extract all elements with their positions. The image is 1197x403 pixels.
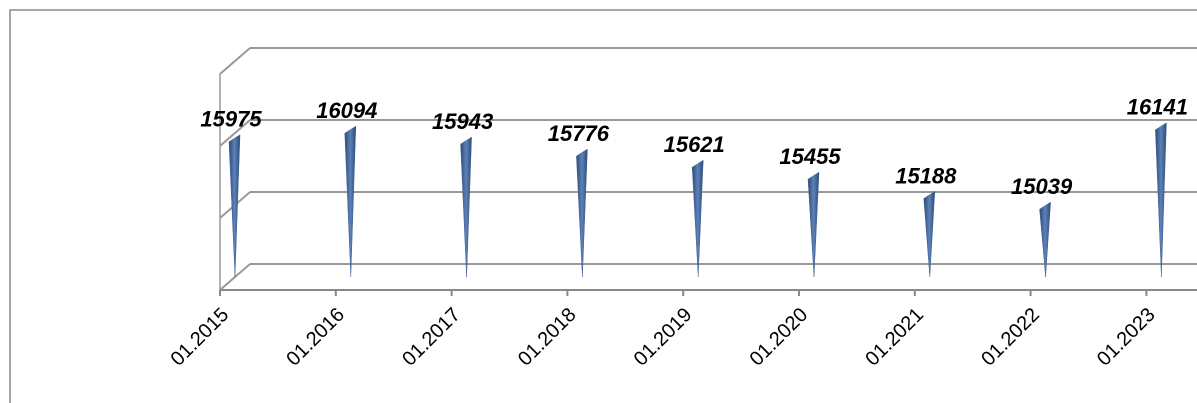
- bar: [460, 136, 472, 278]
- value-label: 15621: [664, 132, 725, 157]
- bar: [576, 148, 588, 278]
- bar: [344, 125, 357, 278]
- value-label: 16094: [316, 98, 377, 123]
- bar: [923, 190, 936, 278]
- value-label: 15455: [779, 144, 841, 169]
- bar: [228, 134, 241, 278]
- bar: [691, 159, 704, 278]
- chart-border: [9, 9, 1197, 403]
- bar: [1155, 122, 1167, 278]
- value-label: 15776: [548, 121, 610, 146]
- value-label: 15188: [895, 163, 957, 188]
- grid-line-side: [219, 119, 251, 147]
- value-label: 16141: [1127, 95, 1188, 120]
- value-label: 15039: [1011, 174, 1073, 199]
- value-label: 15943: [432, 109, 493, 134]
- value-label: 15975: [200, 107, 262, 132]
- bar: [807, 171, 820, 278]
- bar: [1039, 201, 1051, 278]
- grid-line-side: [219, 47, 251, 75]
